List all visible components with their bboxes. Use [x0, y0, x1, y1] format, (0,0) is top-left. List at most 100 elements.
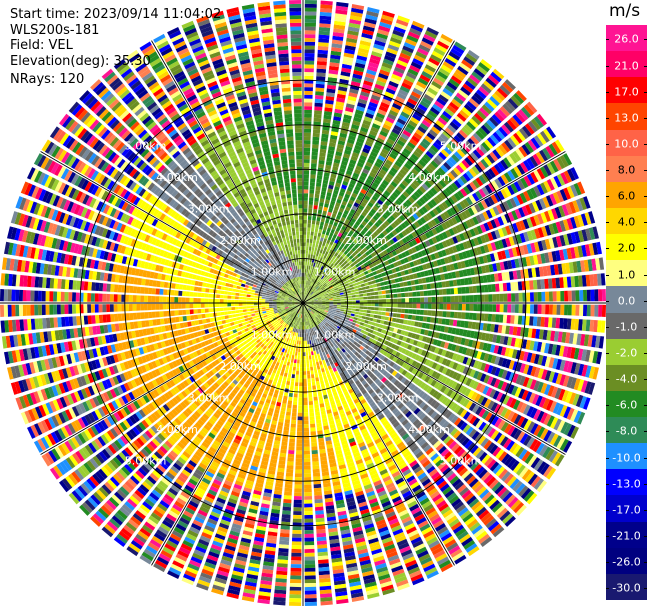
velocity-gate	[333, 278, 338, 283]
velocity-gate	[333, 247, 338, 252]
velocity-gate	[317, 298, 322, 300]
velocity-gate	[336, 308, 341, 311]
velocity-gate	[304, 552, 315, 557]
velocity-gate	[317, 392, 323, 397]
velocity-gate	[290, 567, 302, 572]
velocity-gate	[330, 287, 335, 291]
velocity-gate	[337, 240, 342, 246]
velocity-gate	[483, 353, 490, 362]
velocity-gate	[462, 143, 471, 153]
velocity-gate	[319, 19, 331, 25]
velocity-gate	[404, 126, 414, 134]
velocity-gate	[353, 255, 359, 260]
velocity-gate	[328, 308, 333, 311]
velocity-gate	[516, 401, 524, 412]
velocity-gate	[367, 7, 380, 14]
velocity-gate	[453, 167, 462, 176]
velocity-gate	[462, 356, 469, 365]
velocity-gate	[360, 201, 367, 208]
velocity-gate	[359, 255, 364, 261]
velocity-gate	[438, 67, 451, 77]
velocity-gate	[448, 51, 461, 61]
velocity-gate	[398, 353, 404, 360]
velocity-gate	[345, 170, 353, 176]
velocity-gate	[290, 423, 296, 428]
velocity-gate	[526, 230, 534, 241]
velocity-gate	[399, 282, 404, 287]
velocity-gate	[383, 281, 389, 286]
velocity-gate	[318, 273, 322, 278]
velocity-gate	[326, 275, 330, 279]
velocity-gate	[544, 278, 549, 289]
velocity-gate	[411, 315, 416, 321]
velocity-gate	[461, 159, 470, 169]
velocity-gate	[310, 300, 315, 302]
velocity-gate	[368, 188, 375, 195]
velocity-gate	[326, 313, 331, 317]
velocity-gate	[548, 357, 555, 369]
velocity-gate	[436, 194, 444, 202]
velocity-gate	[306, 301, 311, 303]
velocity-gate	[469, 181, 477, 191]
velocity-gate	[352, 297, 356, 301]
velocity-gate	[311, 287, 314, 291]
velocity-gate	[303, 238, 306, 243]
velocity-gate	[303, 450, 310, 455]
velocity-gate	[325, 164, 332, 170]
velocity-gate	[535, 442, 545, 455]
velocity-gate	[303, 340, 305, 345]
velocity-gate	[394, 66, 405, 74]
velocity-gate	[310, 174, 316, 179]
velocity-gate	[536, 184, 545, 196]
velocity-gate	[517, 281, 523, 291]
velocity-gate	[352, 265, 357, 270]
velocity-gate	[414, 279, 419, 285]
velocity-gate	[311, 278, 314, 283]
velocity-gate	[331, 43, 343, 49]
velocity-gate	[412, 58, 424, 66]
velocity-gate	[329, 303, 334, 305]
velocity-gate	[426, 212, 433, 220]
velocity-gate	[305, 280, 307, 285]
velocity-gate	[465, 348, 471, 356]
velocity-gate	[382, 325, 387, 330]
velocity-gate	[395, 96, 405, 104]
velocity-gate	[432, 172, 441, 181]
velocity-gate	[512, 373, 519, 384]
velocity-gate	[563, 423, 573, 436]
velocity-gate	[327, 149, 335, 155]
velocity-gate	[450, 296, 455, 303]
velocity-gate	[462, 83, 474, 93]
velocity-gate	[396, 59, 408, 68]
velocity-gate	[317, 430, 323, 435]
velocity-gate	[295, 461, 302, 466]
velocity-gate	[348, 162, 356, 169]
velocity-gate	[515, 234, 523, 244]
velocity-gate	[458, 162, 467, 171]
velocity-gate	[328, 69, 339, 75]
velocity-gate	[309, 296, 313, 299]
velocity-gate	[375, 175, 383, 182]
velocity-gate	[297, 424, 303, 428]
velocity-gate	[541, 239, 548, 251]
velocity-gate	[417, 174, 426, 182]
velocity-gate	[333, 28, 345, 34]
velocity-gate	[377, 219, 383, 225]
velocity-gate	[490, 230, 498, 240]
velocity-gate	[522, 376, 530, 388]
velocity-gate	[319, 449, 326, 454]
velocity-gate	[363, 262, 369, 267]
velocity-gate	[416, 291, 421, 297]
velocity-gate	[533, 254, 539, 265]
velocity-gate	[305, 297, 309, 301]
velocity-gate	[309, 242, 313, 247]
velocity-gate	[348, 281, 353, 286]
velocity-gate	[491, 114, 502, 125]
velocity-gate	[499, 84, 511, 96]
velocity-gate	[338, 251, 344, 256]
velocity-gate	[310, 291, 314, 295]
velocity-gate	[433, 47, 446, 57]
velocity-gate	[304, 15, 317, 20]
velocity-gate	[281, 517, 291, 523]
velocity-gate	[434, 372, 441, 380]
